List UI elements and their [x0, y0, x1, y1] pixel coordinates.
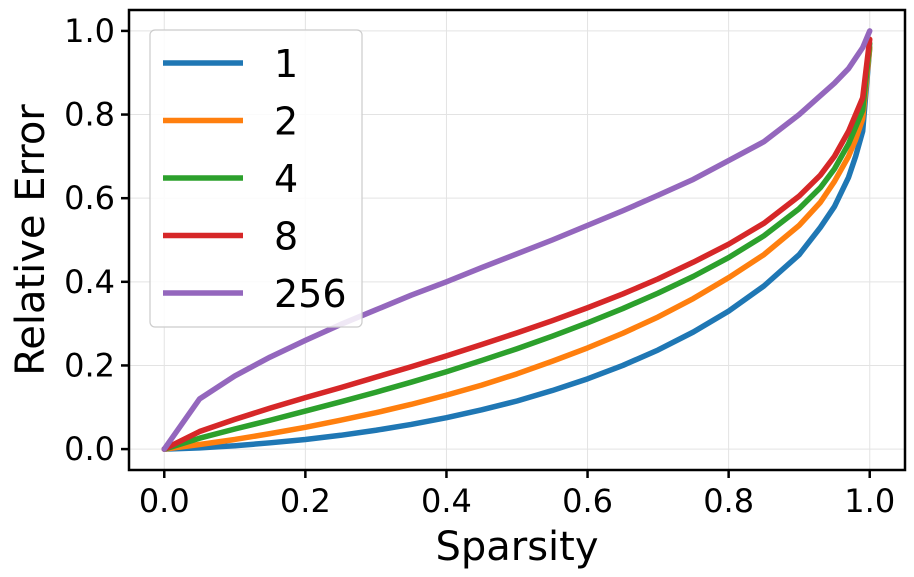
series-lines	[161, 28, 873, 452]
y-tick-label: 0.0	[64, 430, 115, 468]
x-axis-title: Sparsity	[435, 524, 598, 570]
legend-label-8: 8	[274, 215, 298, 259]
legend-label-2: 2	[274, 100, 298, 144]
legend-box	[149, 29, 363, 328]
y-tick-label: 0.2	[64, 346, 115, 384]
y-tick-label: 1.0	[64, 12, 115, 50]
plot-frame	[127, 8, 907, 472]
y-tick-label: 0.8	[64, 96, 115, 134]
x-tick-label: 0.8	[703, 482, 754, 520]
series-line-8	[161, 36, 873, 452]
y-tick-label: 0.6	[64, 179, 115, 217]
legend-label-256: 256	[274, 272, 347, 316]
y-axis-title: Relative Error	[8, 104, 54, 376]
x-tick-label: 1.0	[844, 482, 895, 520]
series-line-2	[161, 44, 873, 452]
series-line-4	[161, 40, 873, 452]
x-tick-label: 0.2	[280, 482, 331, 520]
x-tick-label: 0.0	[139, 482, 190, 520]
legend-label-4: 4	[274, 157, 298, 201]
series-line-1	[161, 44, 873, 452]
series-line-256	[161, 28, 873, 452]
x-tick-label: 0.6	[562, 482, 613, 520]
axis-ticks: 0.0 0.2 0.4 0.6 0.8 1.0 0.0 0.2 0.4 0.6 0.8 1.0	[64, 12, 895, 520]
y-tick-label: 0.4	[64, 263, 115, 301]
legend: 1 2 4 8 256	[149, 29, 363, 328]
legend-label-1: 1	[274, 42, 298, 86]
x-tick-label: 0.4	[421, 482, 472, 520]
